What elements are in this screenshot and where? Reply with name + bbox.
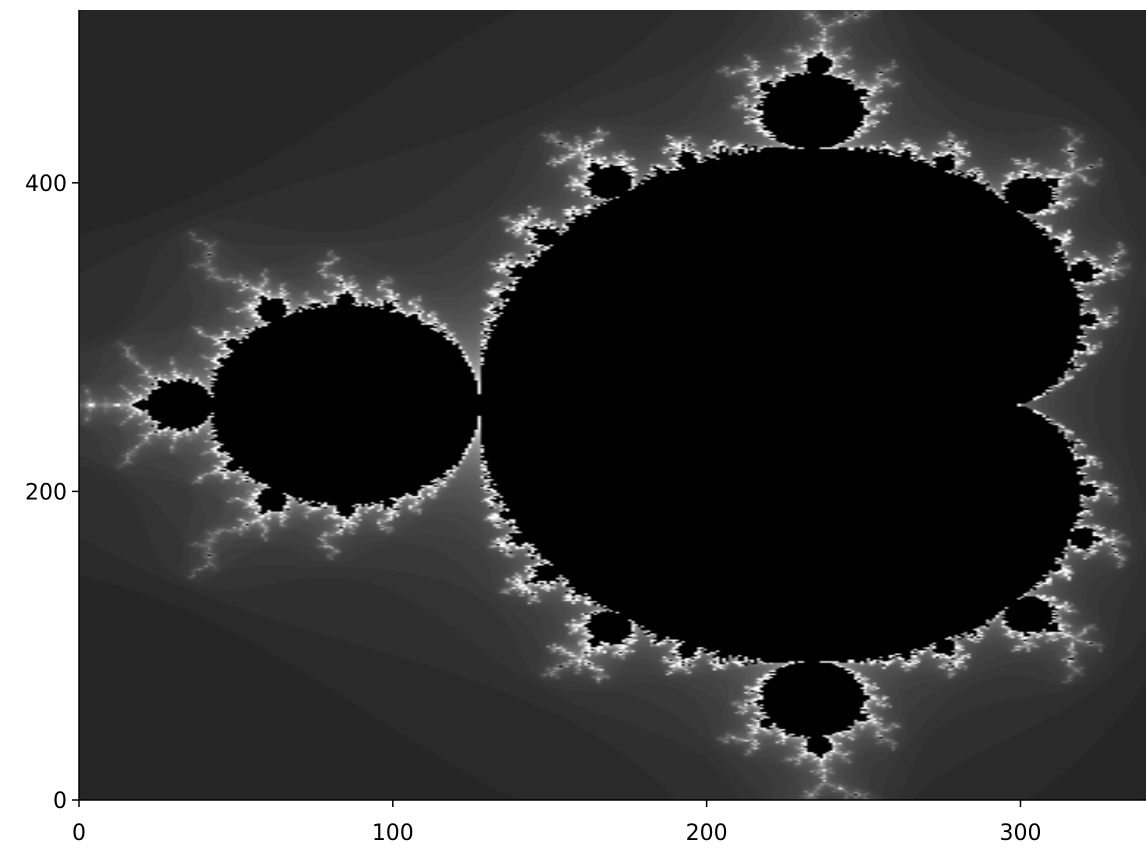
page: 01002003000200400 (() => { const data = … bbox=[0, 0, 1146, 848]
heatmap-image bbox=[79, 10, 1146, 800]
x-tick-label: 200 bbox=[686, 821, 728, 846]
y-tick-label: 0 bbox=[53, 789, 67, 814]
x-tick-label: 100 bbox=[372, 821, 414, 846]
y-tick-label: 200 bbox=[25, 480, 67, 505]
x-tick-label: 300 bbox=[999, 821, 1041, 846]
chart: 0 100 200 300 0 200 400 bbox=[0, 0, 1146, 848]
x-tick-label: 0 bbox=[72, 821, 86, 846]
y-tick-label: 400 bbox=[25, 172, 67, 197]
